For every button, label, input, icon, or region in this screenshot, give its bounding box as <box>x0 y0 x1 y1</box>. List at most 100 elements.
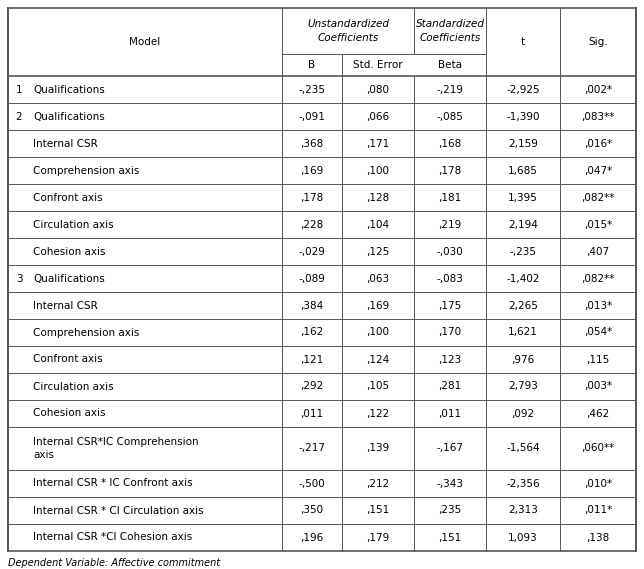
Text: ,092: ,092 <box>511 409 535 419</box>
Text: 3: 3 <box>15 274 23 283</box>
Text: ,047*: ,047* <box>584 166 612 175</box>
Text: Internal CSR: Internal CSR <box>33 138 98 149</box>
Text: Qualifications: Qualifications <box>33 85 105 94</box>
Text: -1,564: -1,564 <box>506 443 540 453</box>
Text: -,343: -,343 <box>437 479 464 489</box>
Text: ,181: ,181 <box>439 192 462 203</box>
Text: ,015*: ,015* <box>584 220 612 229</box>
Text: B: B <box>308 60 316 70</box>
Text: ,178: ,178 <box>300 192 324 203</box>
Text: -1,402: -1,402 <box>506 274 540 283</box>
Text: -,029: -,029 <box>299 246 325 257</box>
Text: ,115: ,115 <box>587 354 610 365</box>
Text: Qualifications: Qualifications <box>33 274 105 283</box>
Text: ,082**: ,082** <box>582 274 614 283</box>
Text: Internal CSR * CI Circulation axis: Internal CSR * CI Circulation axis <box>33 505 204 516</box>
Text: 1,621: 1,621 <box>508 328 538 337</box>
Text: ,011: ,011 <box>301 409 323 419</box>
Text: Circulation axis: Circulation axis <box>33 220 113 229</box>
Text: ,175: ,175 <box>439 300 462 311</box>
Text: ,407: ,407 <box>587 246 610 257</box>
Text: Comprehension axis: Comprehension axis <box>33 166 139 175</box>
Text: -,030: -,030 <box>437 246 464 257</box>
Text: Model: Model <box>129 37 160 47</box>
Text: ,100: ,100 <box>366 328 390 337</box>
Text: ,003*: ,003* <box>584 381 612 391</box>
Text: Internal CSR * IC Confront axis: Internal CSR * IC Confront axis <box>33 479 193 489</box>
Text: Internal CSR: Internal CSR <box>33 300 98 311</box>
Text: ,066: ,066 <box>366 112 390 122</box>
Text: Cohesion axis: Cohesion axis <box>33 246 106 257</box>
Text: ,178: ,178 <box>439 166 462 175</box>
Text: ,082**: ,082** <box>582 192 614 203</box>
Text: 2,265: 2,265 <box>508 300 538 311</box>
Text: Std. Error: Std. Error <box>353 60 402 70</box>
Text: ,013*: ,013* <box>584 300 612 311</box>
Text: -1,390: -1,390 <box>506 112 540 122</box>
Text: -,219: -,219 <box>437 85 464 94</box>
Text: ,128: ,128 <box>366 192 390 203</box>
Text: 2,159: 2,159 <box>508 138 538 149</box>
Text: ,122: ,122 <box>366 409 390 419</box>
Text: ,104: ,104 <box>366 220 390 229</box>
Text: ,169: ,169 <box>300 166 324 175</box>
Text: 1,685: 1,685 <box>508 166 538 175</box>
Text: -,085: -,085 <box>437 112 464 122</box>
Text: ,179: ,179 <box>366 533 390 542</box>
Text: 2,793: 2,793 <box>508 381 538 391</box>
Text: -,083: -,083 <box>437 274 464 283</box>
Text: Cohesion axis: Cohesion axis <box>33 409 106 419</box>
Text: ,162: ,162 <box>300 328 324 337</box>
Text: -,235: -,235 <box>509 246 536 257</box>
Text: ,121: ,121 <box>300 354 324 365</box>
Text: ,368: ,368 <box>300 138 324 149</box>
Text: -,091: -,091 <box>299 112 325 122</box>
Text: -,167: -,167 <box>437 443 464 453</box>
Text: 2: 2 <box>15 112 23 122</box>
Text: ,054*: ,054* <box>584 328 612 337</box>
Text: -,089: -,089 <box>299 274 325 283</box>
Text: ,384: ,384 <box>300 300 324 311</box>
Text: ,196: ,196 <box>300 533 324 542</box>
Text: ,139: ,139 <box>366 443 390 453</box>
Text: ,083**: ,083** <box>582 112 614 122</box>
Text: Sig.: Sig. <box>588 37 608 47</box>
Text: 2,194: 2,194 <box>508 220 538 229</box>
Text: ,063: ,063 <box>366 274 390 283</box>
Text: Dependent Variable: Affective commitment: Dependent Variable: Affective commitment <box>8 558 220 568</box>
Text: -2,356: -2,356 <box>506 479 540 489</box>
Text: ,169: ,169 <box>366 300 390 311</box>
Text: ,212: ,212 <box>366 479 390 489</box>
Text: ,170: ,170 <box>439 328 462 337</box>
Text: -2,925: -2,925 <box>506 85 540 94</box>
Text: ,462: ,462 <box>587 409 610 419</box>
Text: ,011: ,011 <box>439 409 462 419</box>
Text: Beta: Beta <box>438 60 462 70</box>
Text: ,219: ,219 <box>439 220 462 229</box>
Text: ,016*: ,016* <box>584 138 612 149</box>
Text: ,105: ,105 <box>366 381 390 391</box>
Text: ,125: ,125 <box>366 246 390 257</box>
Text: Comprehension axis: Comprehension axis <box>33 328 139 337</box>
Text: ,976: ,976 <box>511 354 535 365</box>
Text: ,228: ,228 <box>300 220 324 229</box>
Text: Internal CSR *CI Cohesion axis: Internal CSR *CI Cohesion axis <box>33 533 193 542</box>
Text: 1,395: 1,395 <box>508 192 538 203</box>
Text: ,171: ,171 <box>366 138 390 149</box>
Text: ,281: ,281 <box>439 381 462 391</box>
Text: ,002*: ,002* <box>584 85 612 94</box>
Text: t: t <box>521 37 525 47</box>
Text: ,060**: ,060** <box>582 443 614 453</box>
Text: ,100: ,100 <box>366 166 390 175</box>
Text: Confront axis: Confront axis <box>33 192 102 203</box>
Text: Unstandardized
Coefficients: Unstandardized Coefficients <box>307 19 389 43</box>
Text: ,292: ,292 <box>300 381 324 391</box>
Text: ,011*: ,011* <box>584 505 612 516</box>
Text: Standardized
Coefficients: Standardized Coefficients <box>415 19 484 43</box>
Text: 2,313: 2,313 <box>508 505 538 516</box>
Text: ,168: ,168 <box>439 138 462 149</box>
Text: 1,093: 1,093 <box>508 533 538 542</box>
Text: ,010*: ,010* <box>584 479 612 489</box>
Text: ,350: ,350 <box>301 505 323 516</box>
Text: ,123: ,123 <box>439 354 462 365</box>
